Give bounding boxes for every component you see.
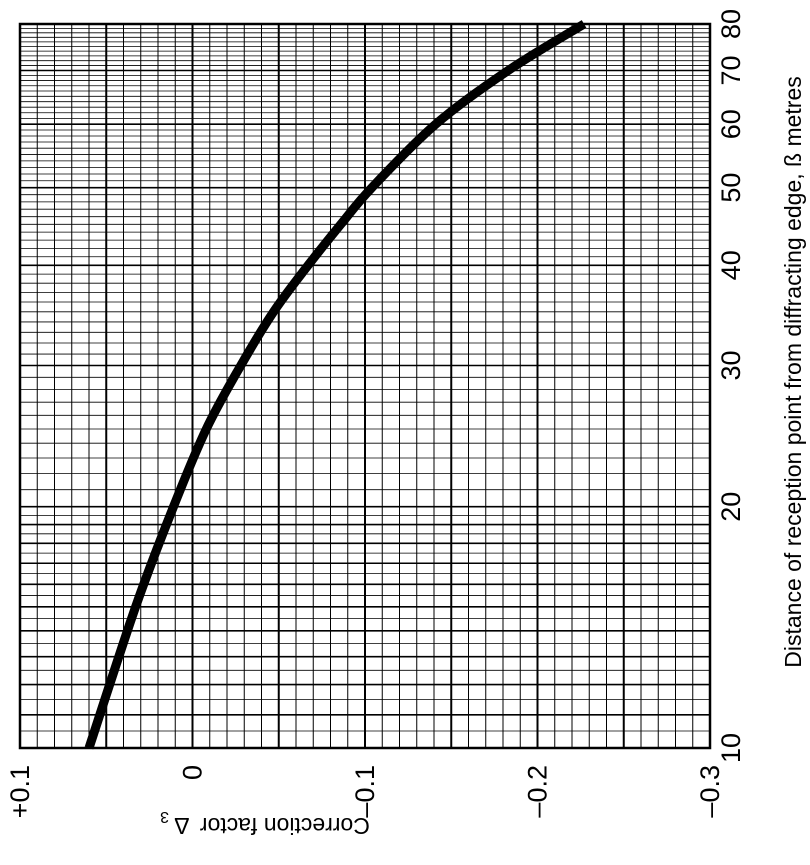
y-tick-label: –0.2 xyxy=(523,765,553,818)
y-axis-label: Correction factor Δ 3 xyxy=(160,808,370,839)
x-tick-label: 30 xyxy=(716,350,746,380)
y-tick-label: 0 xyxy=(178,765,208,780)
tick-labels: 10 20 30 40 50 60 70 80 +0.1 0 –0.1 –0.2 –0.3 xyxy=(5,9,746,818)
x-tick-label: 80 xyxy=(716,9,746,39)
x-axis-label: Distance of reception point from diffrac… xyxy=(780,76,806,667)
y-tick-label: –0.3 xyxy=(695,765,725,818)
y-axis-label-text: Correction factor xyxy=(200,813,370,839)
x-tick-label: 60 xyxy=(716,109,746,139)
y-axis-label-symbol: Δ xyxy=(175,813,190,839)
series-layer xyxy=(84,20,587,750)
x-tick-label: 50 xyxy=(716,173,746,203)
y-tick-label: +0.1 xyxy=(5,765,35,818)
data-line xyxy=(84,20,587,750)
y-axis-label-subscript: 3 xyxy=(160,808,169,825)
x-tick-label: 10 xyxy=(716,733,746,763)
x-tick-label: 20 xyxy=(716,492,746,522)
x-tick-label: 70 xyxy=(716,55,746,85)
grid xyxy=(18,22,712,750)
y-tick-label: –0.1 xyxy=(350,765,380,818)
x-tick-label: 40 xyxy=(716,250,746,280)
